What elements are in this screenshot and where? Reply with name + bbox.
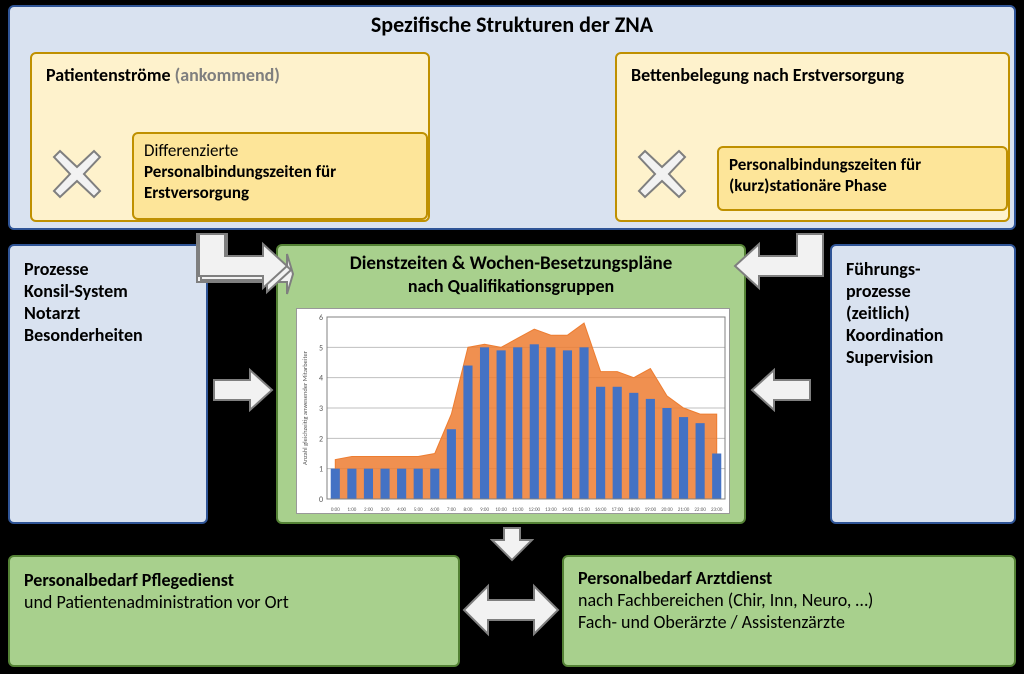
multiply-icon [637, 149, 687, 199]
right-l1: Führungs- [846, 258, 1000, 280]
svg-text:13:00: 13:00 [545, 507, 557, 513]
left-processes-box: Prozesse Konsil-System Notarzt Besonderh… [8, 244, 208, 524]
arrow-left-to-center [212, 368, 274, 412]
card-patientenstroeme: Patientenströme (ankommend) Differenzier… [30, 52, 430, 222]
svg-text:9:00: 9:00 [480, 507, 489, 513]
left-l3: Notarzt [24, 302, 192, 324]
center-dienstzeiten-box: Dienstzeiten & Wochen-Besetzungspläne na… [276, 244, 746, 524]
top-container: Spezifische Strukturen der ZNA Patienten… [8, 5, 1016, 230]
bottom-left-box: Personalbedarf Pflegedienst und Patiente… [8, 555, 460, 667]
card-bettenbelegung-title: Bettenbelegung nach Erstversorgung [631, 64, 994, 87]
right-l5: Supervision [846, 346, 1000, 368]
svg-text:0: 0 [319, 495, 323, 505]
center-title: Dienstzeiten & Wochen-Besetzungspläne [284, 252, 738, 275]
svg-text:2:00: 2:00 [364, 507, 373, 513]
bottom-right-l1: nach Fachbereichen (Chir, Inn, Neuro, …) [578, 589, 1000, 611]
svg-text:1: 1 [319, 465, 323, 475]
staffing-chart: 0 1 2 3 4 5 6 0:00 1:00 2:00 3:00 4:00 5:00 6:00 7:00 8… [297, 309, 731, 515]
bottom-left-sub: und Patientenadministration vor Ort [24, 591, 444, 613]
card-patientenstroeme-title: Patientenströme (ankommend) [46, 64, 414, 87]
card-bettenbelegung: Bettenbelegung nach Erstversorgung Perso… [615, 52, 1010, 222]
top-title: Spezifische Strukturen der ZNA [14, 11, 1010, 38]
left-l1: Prozesse [24, 258, 192, 280]
svg-text:6:00: 6:00 [430, 507, 439, 513]
arrow-topright-down [732, 232, 827, 297]
svg-text:17:00: 17:00 [611, 507, 623, 513]
svg-text:7:00: 7:00 [447, 507, 456, 513]
svg-text:12:00: 12:00 [529, 507, 541, 513]
card-patientenstroeme-title-gray: (ankommend) [175, 64, 280, 86]
svg-text:18:00: 18:00 [628, 507, 640, 513]
right-l2: prozesse [846, 280, 1000, 302]
inner-right-l1: Personalbindungszeiten für [729, 154, 996, 175]
inner-left-l1: Differenzierte [144, 140, 416, 161]
arrow-topleft-down [195, 232, 290, 297]
svg-text:21:00: 21:00 [678, 507, 690, 513]
svg-text:0:00: 0:00 [331, 507, 340, 513]
card-patientenstroeme-title-bold: Patientenströme [46, 64, 171, 86]
svg-text:4:00: 4:00 [397, 507, 406, 513]
inner-personalbindung-phase: Personalbindungszeiten für (kurz)station… [717, 146, 1008, 211]
svg-text:Anzahl gleichzeitig anwesender: Anzahl gleichzeitig anwesender Mitarbeit… [301, 350, 309, 465]
svg-text:2: 2 [319, 434, 323, 444]
right-l4: Koordination [846, 324, 1000, 346]
multiply-icon [52, 149, 102, 199]
bottom-right-title: Personalbedarf Arztdienst [578, 567, 1000, 589]
bottom-left-title: Personalbedarf Pflegedienst [24, 569, 444, 591]
svg-text:11:00: 11:00 [512, 507, 524, 513]
svg-text:6: 6 [319, 313, 323, 323]
svg-text:16:00: 16:00 [595, 507, 607, 513]
svg-text:10:00: 10:00 [495, 507, 507, 513]
right-leadership-box: Führungs- prozesse (zeitlich) Koordinati… [830, 244, 1016, 524]
svg-text:19:00: 19:00 [645, 507, 657, 513]
left-l2: Konsil-System [24, 280, 192, 302]
arrow-center-down [490, 526, 534, 562]
arrow-right-to-center [750, 368, 812, 412]
svg-text:5:00: 5:00 [414, 507, 423, 513]
bottom-right-box: Personalbedarf Arztdienst nach Fachberei… [562, 555, 1016, 667]
bottom-right-l2: Fach- und Oberärzte / Assistenzärzte [578, 611, 1000, 633]
inner-left-l2: Personalbindungszeiten für [144, 161, 416, 182]
center-subtitle: nach Qualifikationsgruppen [284, 275, 738, 297]
svg-text:22:00: 22:00 [694, 507, 706, 513]
chart-container: 0 1 2 3 4 5 6 0:00 1:00 2:00 3:00 4:00 5:00 6:00 7:00 8… [296, 308, 730, 514]
right-l3: (zeitlich) [846, 302, 1000, 324]
inner-personalbindung-erstversorgung: Differenzierte Personalbindungszeiten fü… [132, 132, 428, 220]
svg-text:3:00: 3:00 [381, 507, 390, 513]
svg-text:14:00: 14:00 [562, 507, 574, 513]
svg-text:23:00: 23:00 [711, 507, 723, 513]
svg-text:20:00: 20:00 [661, 507, 673, 513]
svg-text:4: 4 [319, 374, 323, 384]
left-l4: Besonderheiten [24, 324, 192, 346]
svg-text:5: 5 [319, 343, 323, 353]
svg-text:1:00: 1:00 [347, 507, 356, 513]
svg-text:15:00: 15:00 [578, 507, 590, 513]
svg-text:8:00: 8:00 [463, 507, 472, 513]
arrow-bottom-double [462, 580, 560, 640]
svg-text:3: 3 [319, 404, 323, 414]
inner-left-l3: Erstversorgung [144, 182, 416, 203]
inner-right-l2: (kurz)stationäre Phase [729, 175, 996, 196]
